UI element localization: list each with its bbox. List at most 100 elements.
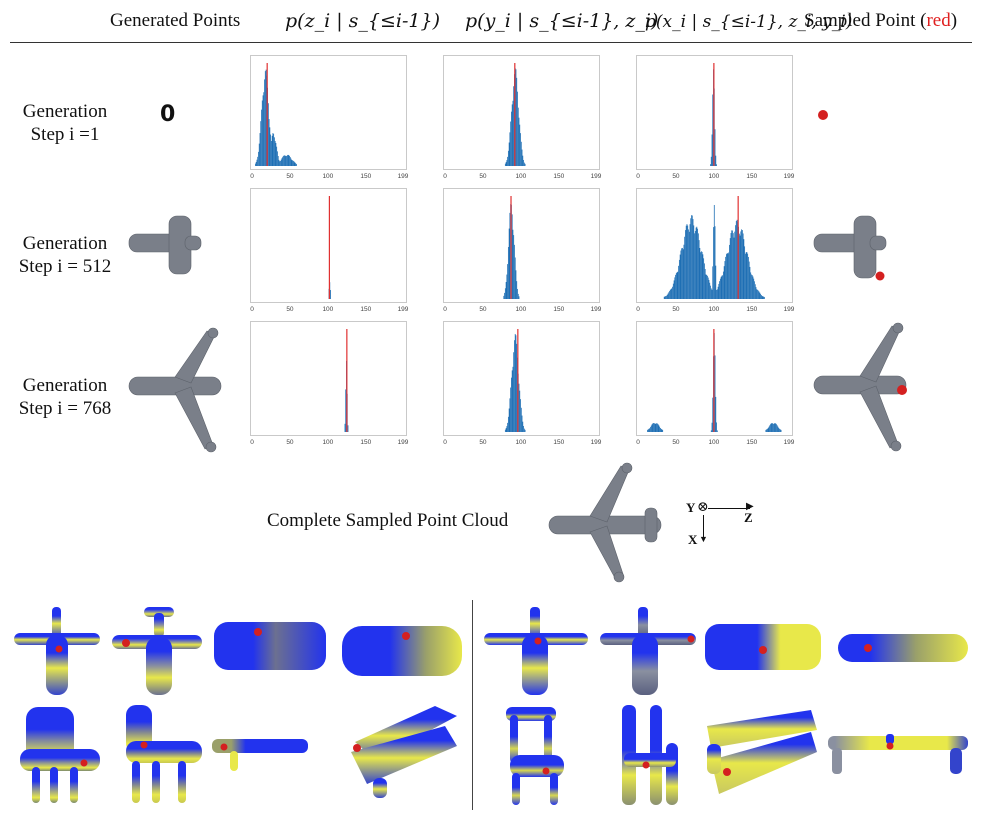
histogram-svg: 0 50 100 150 199 (636, 196, 795, 313)
histogram-bar (714, 355, 716, 432)
histogram-bar (668, 292, 670, 299)
histogram-bar (770, 423, 772, 432)
histogram-bar (754, 284, 756, 299)
histogram-bar (503, 295, 505, 299)
histogram-bar (734, 231, 736, 299)
histogram-bar (712, 94, 714, 166)
axis-z-arrowhead: ▶ (746, 501, 754, 512)
x-tick-label: 100 (322, 173, 333, 180)
x-tick-label: 150 (360, 306, 371, 313)
x-tick-label: 50 (479, 439, 487, 446)
histogram-bar (513, 235, 515, 299)
header-sampled-red: red (926, 10, 951, 31)
histogram-bar (704, 269, 706, 299)
histogram-bar (653, 423, 654, 432)
x-tick-label: 100 (515, 439, 526, 446)
histogram-bar (660, 427, 661, 432)
histogram-bar (681, 248, 683, 299)
histogram-bar (656, 423, 658, 432)
histogram-bar (723, 266, 725, 299)
histogram-bar (519, 124, 521, 166)
histogram-bar (347, 425, 349, 432)
hist-row2-z: 0 50 100 150 199 (250, 188, 409, 318)
header-py: p(y_i | s_{≤i-1}, z_i) (465, 10, 658, 32)
histogram-bar (279, 161, 281, 166)
histogram-bar (518, 296, 520, 299)
histogram-bar (264, 71, 266, 166)
histogram-bar (750, 272, 752, 299)
histogram-bar (282, 156, 284, 166)
histogram-bar (523, 428, 525, 432)
histogram-bar (506, 160, 508, 166)
histogram-bar (732, 230, 733, 299)
histogram-bar (277, 156, 279, 166)
histogram-bar (515, 270, 517, 299)
histogram-bar (724, 261, 726, 299)
histogram-bar (523, 162, 525, 166)
x-tick-label: 50 (479, 173, 487, 180)
histogram-bar (288, 155, 290, 166)
histogram-bar (260, 121, 262, 166)
histogram-bar (344, 423, 346, 432)
histogram-bar (290, 158, 292, 166)
generated-cloud-step768 (128, 327, 222, 453)
gallery-airplane-side-1 (214, 622, 326, 670)
histogram-bar (263, 92, 265, 166)
histogram-bar (776, 425, 778, 432)
histogram-bar (257, 156, 259, 166)
histogram-bar (677, 271, 679, 299)
histogram-bar (735, 225, 736, 299)
histogram-bar (287, 154, 289, 166)
axes-icon: Y ⊗ ▶ Z ▼ X (686, 500, 766, 550)
x-tick-label: 100 (322, 306, 333, 313)
x-tick-label: 150 (746, 173, 757, 180)
histogram-bar (518, 383, 520, 432)
histogram-bar (757, 290, 759, 299)
histogram-bar (739, 235, 741, 299)
histogram-bar (283, 155, 285, 166)
histogram-bar (722, 271, 724, 299)
histogram-bar (685, 225, 687, 299)
gallery-chair-side-1 (212, 739, 308, 771)
histogram-bar (703, 258, 705, 299)
x-tick-label: 199 (398, 439, 409, 446)
x-tick-label: 50 (479, 306, 487, 313)
histogram-bar (742, 233, 744, 299)
histogram-bar (715, 155, 717, 166)
histogram-bar (265, 69, 267, 166)
x-tick-label: 150 (360, 439, 371, 446)
histogram-bar (515, 335, 517, 432)
histogram-bar (656, 423, 658, 432)
histogram-bar (650, 425, 652, 432)
x-tick-label: 150 (746, 306, 757, 313)
histogram-bar (516, 343, 518, 432)
x-tick-label: 0 (636, 173, 640, 180)
plot-frame (250, 188, 407, 303)
histogram-bar (255, 161, 257, 166)
histogram-bar (510, 387, 512, 432)
histogram-bar (726, 253, 728, 299)
complete-cloud-label: Complete Sampled Point Cloud (267, 510, 509, 531)
header-pz-text: p(z_i | s_{≤i-1}) (285, 10, 440, 32)
gallery-chair-4 (622, 705, 678, 805)
header-sampled-point: Sampled Point (red) (804, 10, 957, 32)
histogram-bar (701, 251, 703, 299)
histogram-bar (330, 290, 331, 299)
x-tick-label: 199 (784, 306, 795, 313)
histogram-bar (716, 289, 717, 299)
gallery-airplane-2 (112, 607, 202, 695)
histogram-bar (738, 233, 740, 299)
histogram-bar (767, 428, 769, 432)
histogram-bar (261, 100, 263, 166)
histogram-bar (654, 423, 656, 432)
histogram-bar (662, 429, 664, 432)
histogram-bar (511, 111, 512, 166)
histogram-bar (741, 230, 743, 299)
histogram-bar (679, 254, 681, 299)
gallery-chair-side-3 (707, 710, 817, 794)
histogram-bar (274, 141, 276, 166)
histogram-bar (731, 230, 733, 299)
histogram-bar (736, 219, 738, 299)
histogram-bar (680, 250, 682, 299)
histogram-bar (773, 424, 774, 432)
